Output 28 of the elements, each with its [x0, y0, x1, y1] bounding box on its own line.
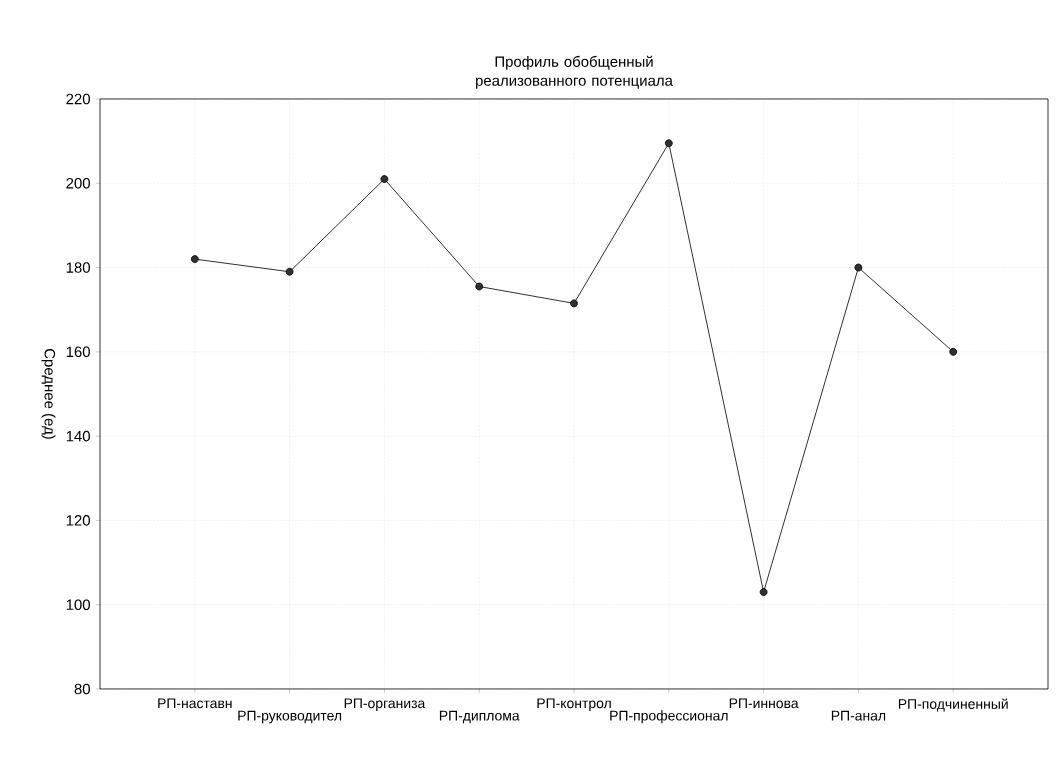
point [854, 263, 863, 272]
point [570, 299, 578, 308]
y-tick-label: 220 [66, 93, 90, 105]
y-tick-label: 100 [66, 599, 90, 610]
y-tick-label: 200 [66, 177, 90, 189]
y-tick-label: 160 [66, 346, 90, 358]
x-tick-label: РП-наставн [158, 698, 232, 709]
point [664, 139, 673, 148]
point [190, 255, 199, 264]
point [949, 347, 958, 356]
point [380, 175, 389, 183]
x-tick-label: РП-анал [831, 710, 886, 721]
x-tick-label: РП-иннова [729, 698, 799, 709]
x-tick-label: РП-подчиненный [898, 698, 1008, 712]
y-tick-label: 80 [74, 683, 90, 695]
point [285, 267, 294, 276]
x-tick-label: РП-организа [344, 698, 426, 711]
x-tick-label: РП-профессионал [610, 710, 728, 724]
y-tick-label: 140 [66, 430, 90, 442]
x-tick-label: РП-руководител [238, 710, 342, 724]
x-tick-label: РП-контрол [537, 698, 611, 711]
y-axis-title: Среднее (ед) [41, 349, 56, 439]
chart-title: Профиль обобщенный реализованного потенциала [476, 55, 673, 89]
point [759, 588, 768, 596]
y-tick-label: 180 [66, 262, 90, 273]
point [475, 282, 484, 291]
x-tick-label: РП-диплома [439, 710, 520, 724]
y-tick-label: 120 [66, 515, 90, 526]
